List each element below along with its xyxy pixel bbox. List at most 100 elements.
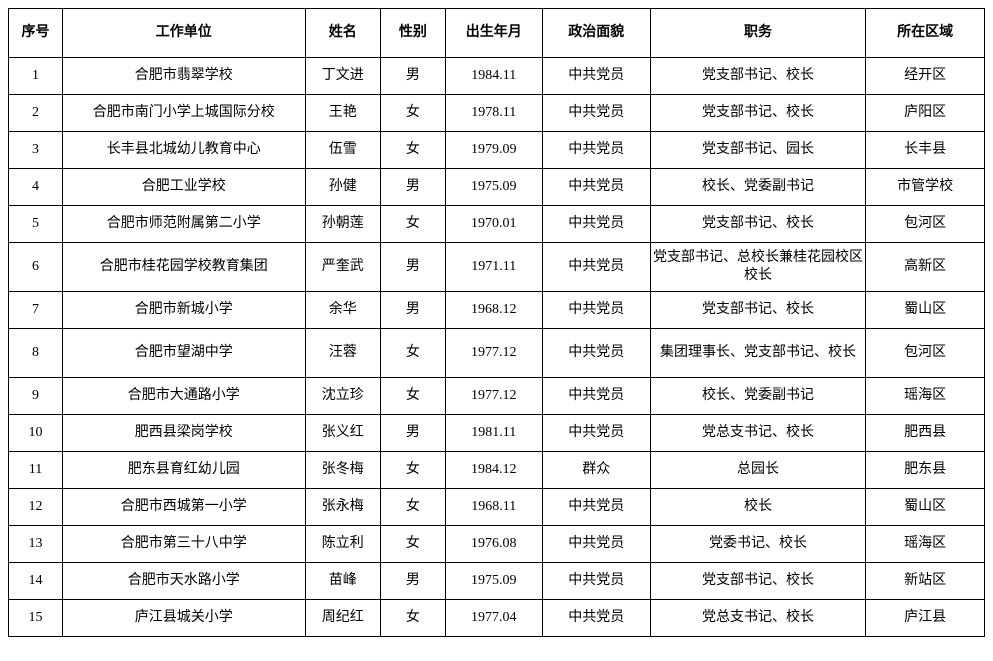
- cell-unit: 合肥市大通路小学: [62, 378, 305, 415]
- cell-unit: 合肥市西城第一小学: [62, 489, 305, 526]
- cell-unit: 合肥市天水路小学: [62, 563, 305, 600]
- cell-unit: 合肥市南门小学上城国际分校: [62, 95, 305, 132]
- cell-idx: 1: [9, 58, 63, 95]
- cell-district: 包河区: [866, 206, 985, 243]
- cell-district: 瑶海区: [866, 526, 985, 563]
- cell-dob: 1975.09: [445, 169, 542, 206]
- table-row: 14合肥市天水路小学苗峰男1975.09中共党员党支部书记、校长新站区: [9, 563, 985, 600]
- table-row: 11肥东县育红幼儿园张冬梅女1984.12群众总园长肥东县: [9, 452, 985, 489]
- cell-name: 沈立珍: [305, 378, 380, 415]
- cell-dob: 1978.11: [445, 95, 542, 132]
- cell-name: 严奎武: [305, 243, 380, 292]
- cell-status: 中共党员: [542, 169, 650, 206]
- cell-gender: 男: [381, 415, 446, 452]
- table-row: 3长丰县北城幼儿教育中心伍雪女1979.09中共党员党支部书记、园长长丰县: [9, 132, 985, 169]
- cell-status: 中共党员: [542, 95, 650, 132]
- cell-dob: 1970.01: [445, 206, 542, 243]
- cell-unit: 合肥工业学校: [62, 169, 305, 206]
- cell-position: 校长、党委副书记: [650, 378, 866, 415]
- cell-idx: 5: [9, 206, 63, 243]
- cell-gender: 女: [381, 329, 446, 378]
- cell-district: 包河区: [866, 329, 985, 378]
- cell-unit: 长丰县北城幼儿教育中心: [62, 132, 305, 169]
- cell-idx: 4: [9, 169, 63, 206]
- cell-status: 中共党员: [542, 292, 650, 329]
- cell-gender: 女: [381, 489, 446, 526]
- cell-gender: 男: [381, 58, 446, 95]
- col-header-position: 职务: [650, 9, 866, 58]
- cell-district: 市管学校: [866, 169, 985, 206]
- cell-district: 高新区: [866, 243, 985, 292]
- cell-unit: 合肥市桂花园学校教育集团: [62, 243, 305, 292]
- cell-status: 中共党员: [542, 329, 650, 378]
- cell-dob: 1971.11: [445, 243, 542, 292]
- cell-unit: 肥东县育红幼儿园: [62, 452, 305, 489]
- cell-status: 中共党员: [542, 415, 650, 452]
- cell-status: 中共党员: [542, 58, 650, 95]
- cell-idx: 15: [9, 600, 63, 637]
- cell-idx: 8: [9, 329, 63, 378]
- cell-dob: 1968.11: [445, 489, 542, 526]
- table-row: 1合肥市翡翠学校丁文进男1984.11中共党员党支部书记、校长经开区: [9, 58, 985, 95]
- cell-position: 党支部书记、校长: [650, 563, 866, 600]
- cell-district: 长丰县: [866, 132, 985, 169]
- table-header-row: 序号 工作单位 姓名 性别 出生年月 政治面貌 职务 所在区域: [9, 9, 985, 58]
- cell-unit: 合肥市第三十八中学: [62, 526, 305, 563]
- cell-gender: 男: [381, 243, 446, 292]
- table-row: 5合肥市师范附属第二小学孙朝莲女1970.01中共党员党支部书记、校长包河区: [9, 206, 985, 243]
- personnel-table: 序号 工作单位 姓名 性别 出生年月 政治面貌 职务 所在区域 1合肥市翡翠学校…: [8, 8, 985, 637]
- cell-district: 蜀山区: [866, 489, 985, 526]
- cell-idx: 2: [9, 95, 63, 132]
- cell-idx: 14: [9, 563, 63, 600]
- cell-status: 中共党员: [542, 600, 650, 637]
- cell-status: 中共党员: [542, 489, 650, 526]
- cell-gender: 女: [381, 206, 446, 243]
- cell-status: 中共党员: [542, 378, 650, 415]
- cell-dob: 1977.04: [445, 600, 542, 637]
- col-header-gender: 性别: [381, 9, 446, 58]
- cell-gender: 女: [381, 452, 446, 489]
- cell-unit: 庐江县城关小学: [62, 600, 305, 637]
- col-header-unit: 工作单位: [62, 9, 305, 58]
- cell-position: 党总支书记、校长: [650, 415, 866, 452]
- cell-dob: 1977.12: [445, 329, 542, 378]
- cell-gender: 女: [381, 95, 446, 132]
- cell-position: 党支部书记、总校长兼桂花园校区校长: [650, 243, 866, 292]
- col-header-dob: 出生年月: [445, 9, 542, 58]
- cell-district: 新站区: [866, 563, 985, 600]
- cell-dob: 1968.12: [445, 292, 542, 329]
- cell-district: 蜀山区: [866, 292, 985, 329]
- cell-idx: 10: [9, 415, 63, 452]
- cell-dob: 1984.11: [445, 58, 542, 95]
- cell-district: 瑶海区: [866, 378, 985, 415]
- cell-idx: 3: [9, 132, 63, 169]
- cell-name: 伍雪: [305, 132, 380, 169]
- table-row: 7合肥市新城小学余华男1968.12中共党员党支部书记、校长蜀山区: [9, 292, 985, 329]
- cell-name: 张永梅: [305, 489, 380, 526]
- cell-position: 党委书记、校长: [650, 526, 866, 563]
- table-row: 4合肥工业学校孙健男1975.09中共党员校长、党委副书记市管学校: [9, 169, 985, 206]
- cell-district: 庐江县: [866, 600, 985, 637]
- cell-status: 群众: [542, 452, 650, 489]
- cell-name: 陈立利: [305, 526, 380, 563]
- cell-name: 丁文进: [305, 58, 380, 95]
- cell-name: 余华: [305, 292, 380, 329]
- cell-name: 张义红: [305, 415, 380, 452]
- cell-gender: 女: [381, 132, 446, 169]
- cell-position: 党支部书记、校长: [650, 292, 866, 329]
- cell-status: 中共党员: [542, 132, 650, 169]
- cell-gender: 男: [381, 292, 446, 329]
- cell-dob: 1977.12: [445, 378, 542, 415]
- cell-dob: 1976.08: [445, 526, 542, 563]
- cell-gender: 男: [381, 169, 446, 206]
- cell-gender: 男: [381, 563, 446, 600]
- cell-dob: 1975.09: [445, 563, 542, 600]
- cell-dob: 1979.09: [445, 132, 542, 169]
- cell-unit: 合肥市望湖中学: [62, 329, 305, 378]
- col-header-district: 所在区域: [866, 9, 985, 58]
- cell-idx: 12: [9, 489, 63, 526]
- cell-district: 经开区: [866, 58, 985, 95]
- cell-position: 党支部书记、园长: [650, 132, 866, 169]
- cell-position: 总园长: [650, 452, 866, 489]
- cell-idx: 7: [9, 292, 63, 329]
